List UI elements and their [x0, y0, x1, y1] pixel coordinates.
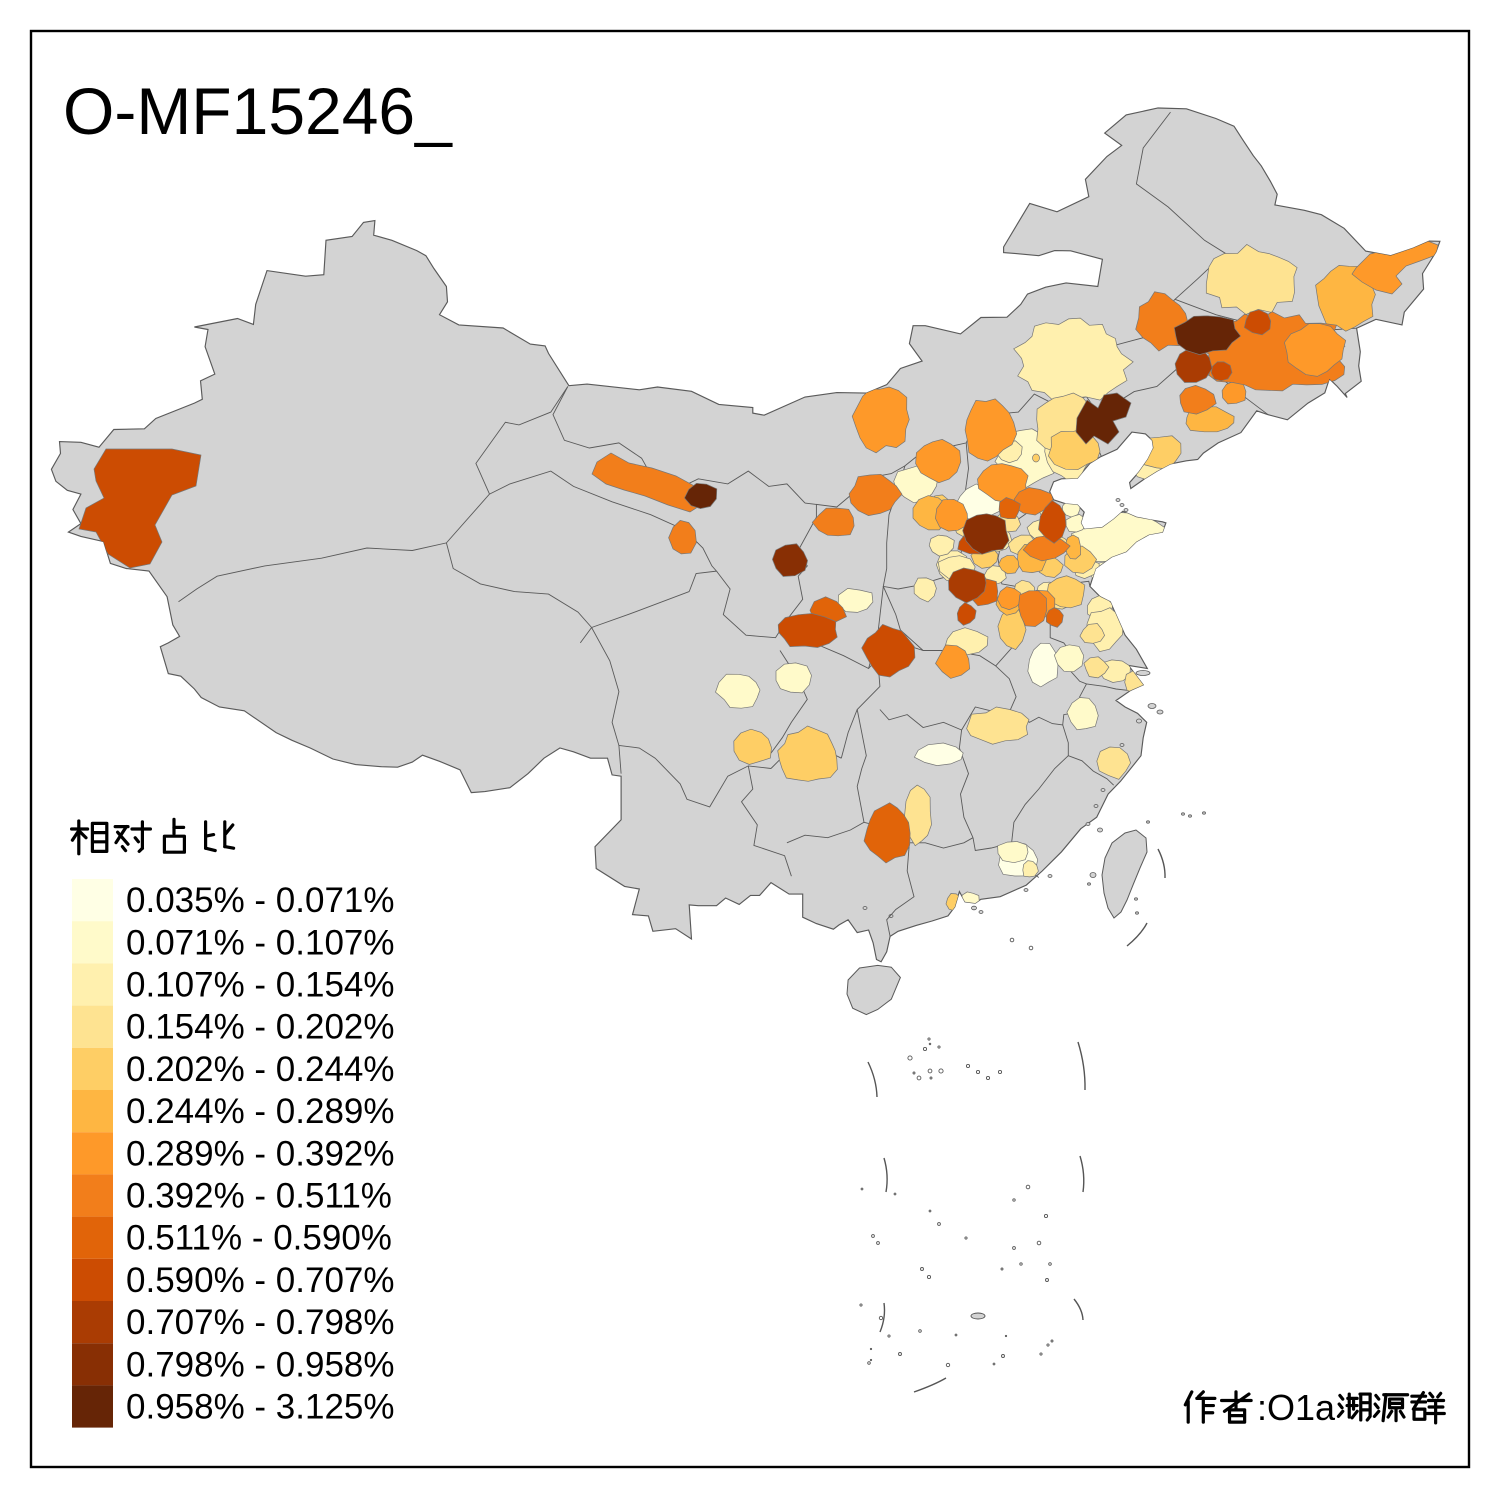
svg-text:0.590% - 0.707%: 0.590% - 0.707% [126, 1261, 395, 1300]
svg-text:0.154% - 0.202%: 0.154% - 0.202% [126, 1008, 395, 1047]
svg-text:0.707% - 0.798%: 0.707% - 0.798% [126, 1303, 395, 1342]
svg-text:0.244% - 0.289%: 0.244% - 0.289% [126, 1092, 395, 1131]
svg-text:0.202% - 0.244%: 0.202% - 0.244% [126, 1050, 395, 1089]
svg-text:0.798% - 0.958%: 0.798% - 0.958% [126, 1345, 395, 1384]
svg-text:0.071% - 0.107%: 0.071% - 0.107% [126, 923, 395, 962]
svg-text:0.511% - 0.590%: 0.511% - 0.590% [126, 1219, 392, 1258]
svg-text:0.035% - 0.071%: 0.035% - 0.071% [126, 881, 395, 920]
svg-text:O-MF15246_: O-MF15246_ [63, 74, 453, 148]
svg-text:0.958% - 3.125%: 0.958% - 3.125% [126, 1388, 395, 1427]
svg-text::O1a: :O1a [1257, 1387, 1336, 1428]
svg-text:0.107% - 0.154%: 0.107% - 0.154% [126, 966, 395, 1005]
svg-text:0.289% - 0.392%: 0.289% - 0.392% [126, 1134, 395, 1173]
svg-text:0.392% - 0.511%: 0.392% - 0.511% [126, 1177, 392, 1216]
